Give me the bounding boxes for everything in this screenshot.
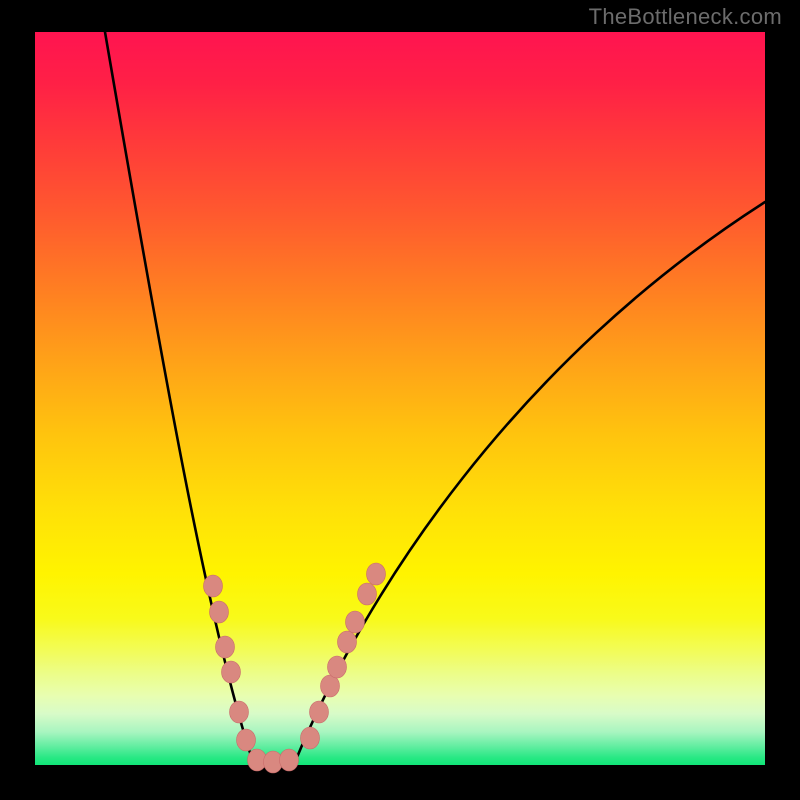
marker-left [230, 701, 249, 723]
bottleneck-curve [105, 32, 765, 762]
watermark-text: TheBottleneck.com [589, 4, 782, 30]
marker-right [338, 631, 357, 653]
chart-svg [0, 0, 800, 800]
marker-right [321, 675, 340, 697]
marker-right [346, 611, 365, 633]
marker-right [358, 583, 377, 605]
marker-left [237, 729, 256, 751]
marker-left [210, 601, 229, 623]
marker-right [310, 701, 329, 723]
chart-container: TheBottleneck.com [0, 0, 800, 800]
marker-left [216, 636, 235, 658]
marker-right [301, 727, 320, 749]
marker-left [204, 575, 223, 597]
marker-left [222, 661, 241, 683]
marker-right [367, 563, 386, 585]
marker-valley [280, 749, 299, 771]
marker-right [328, 656, 347, 678]
